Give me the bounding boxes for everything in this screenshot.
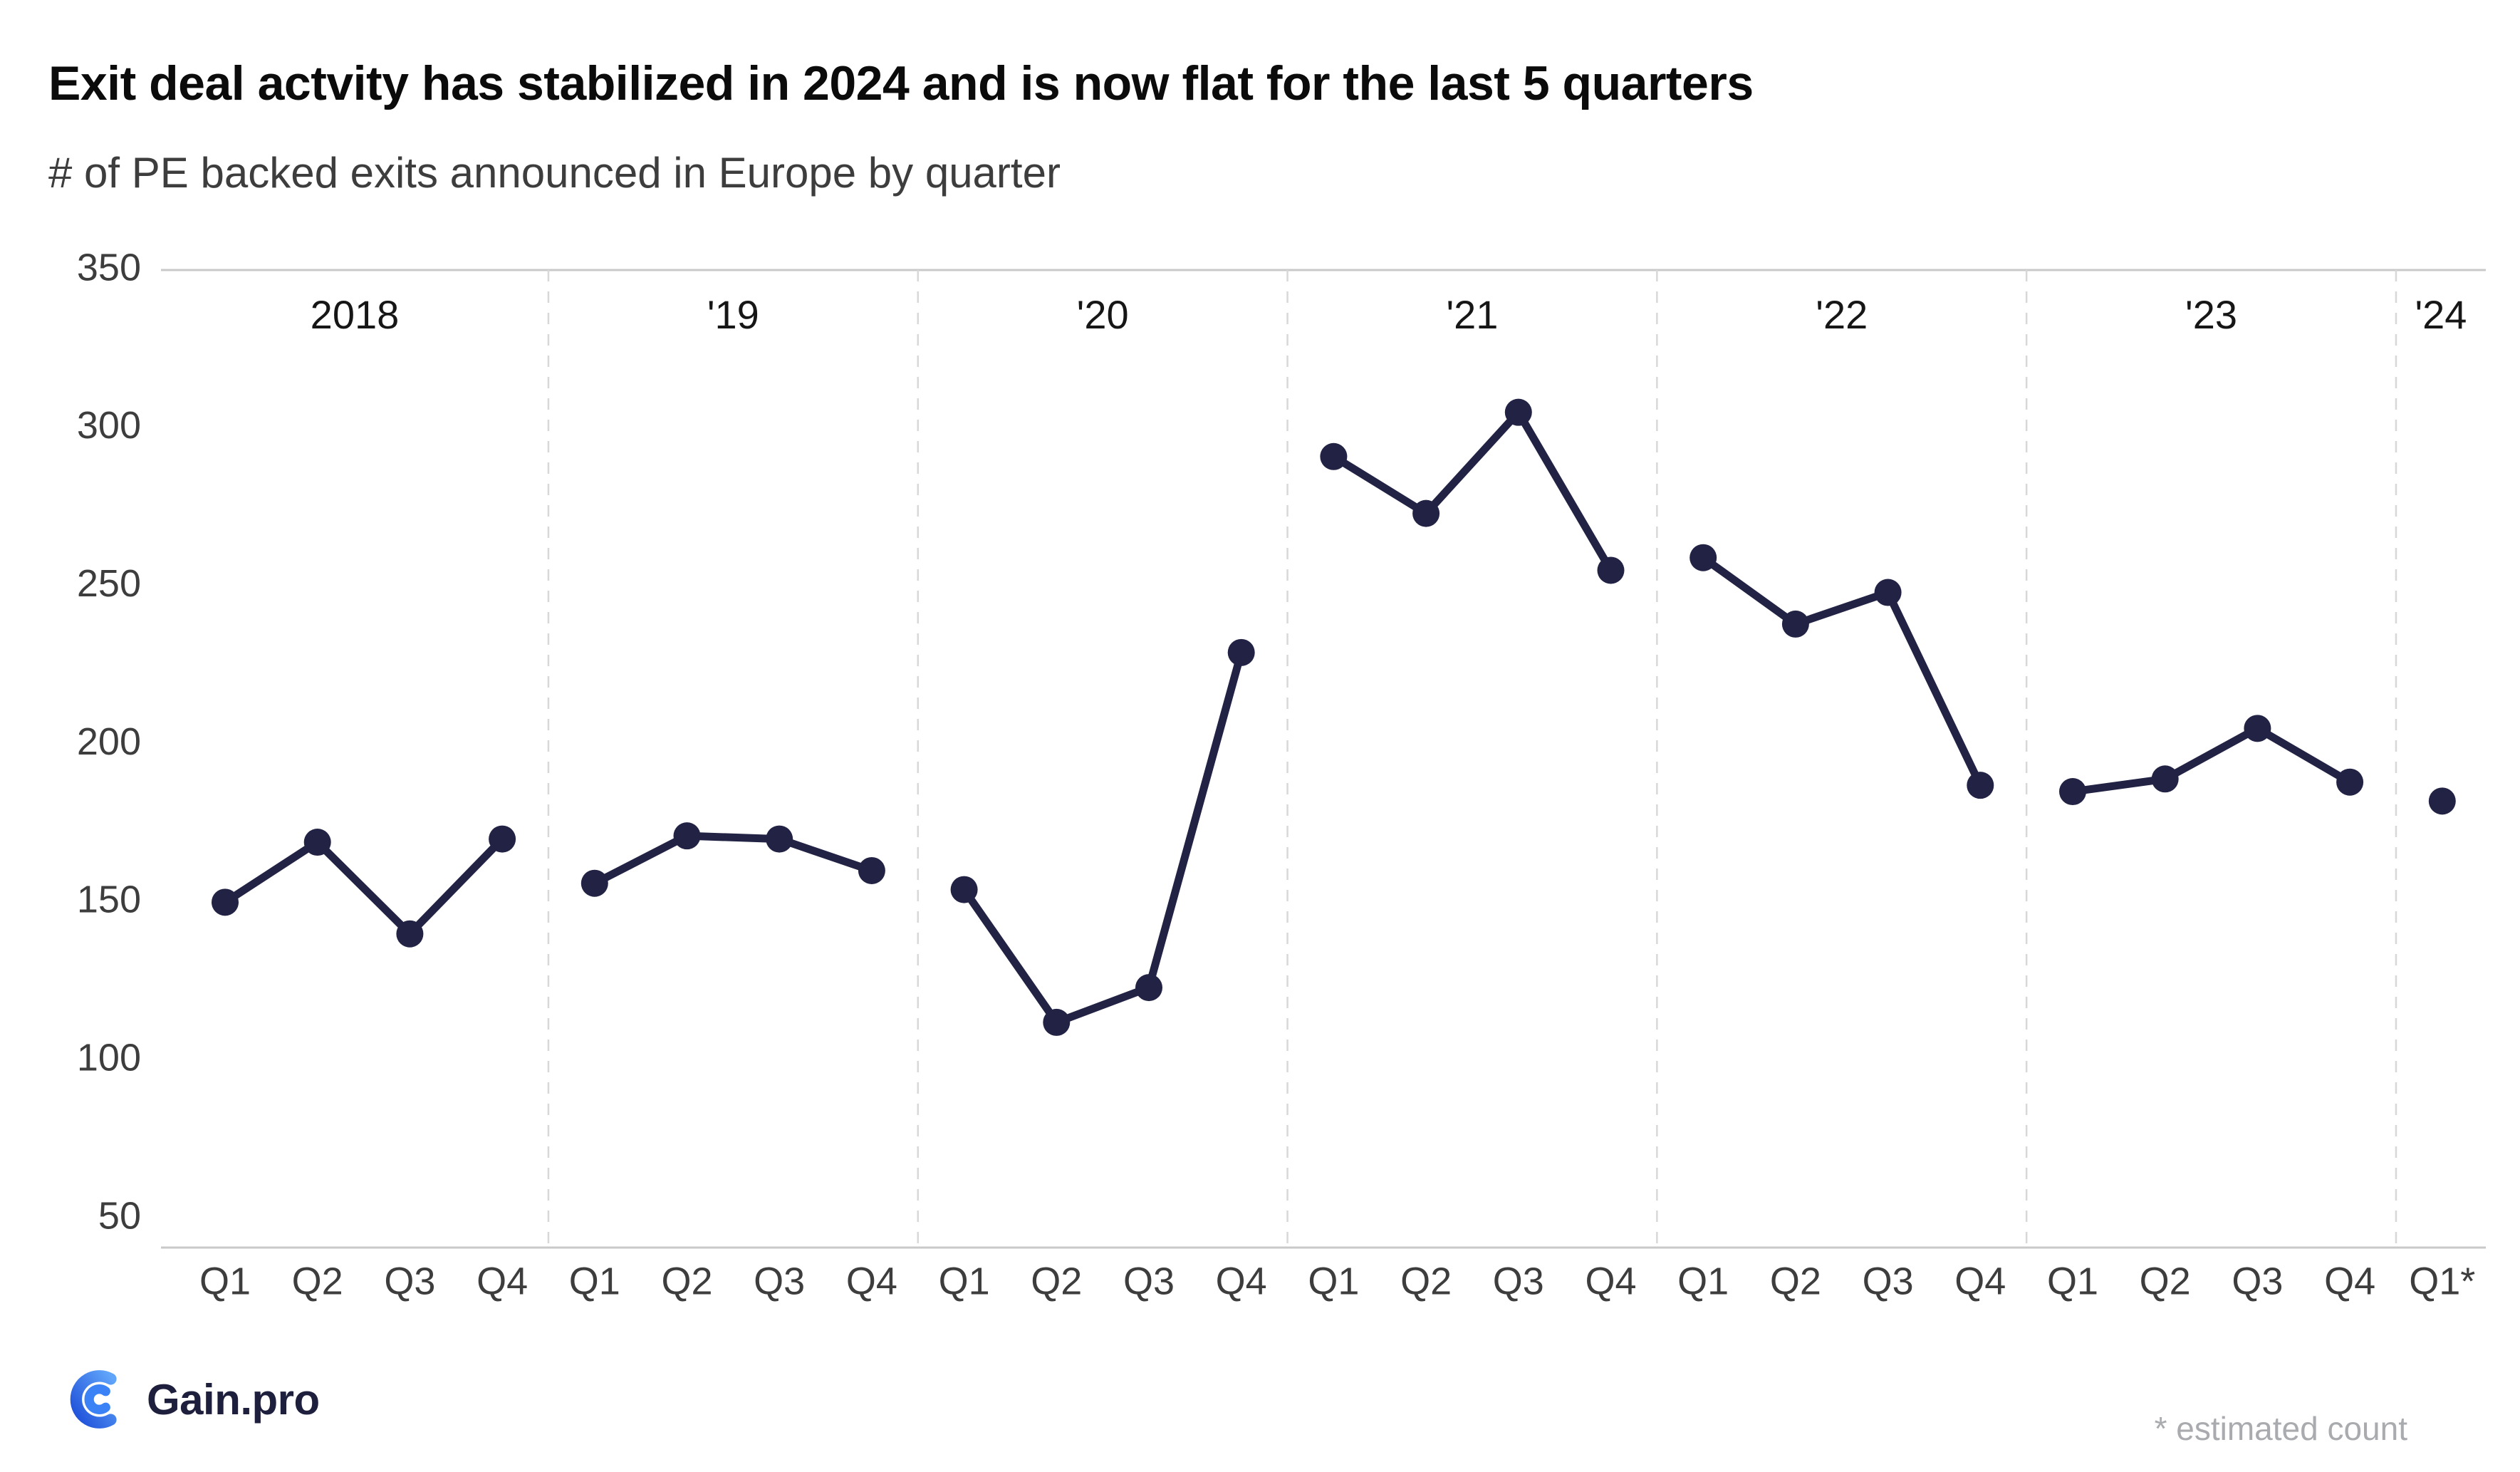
y-tick-label: 100 bbox=[77, 1036, 141, 1079]
data-point bbox=[1781, 610, 1809, 638]
x-tick-label: Q1 bbox=[2047, 1260, 2098, 1302]
x-tick-label: Q4 bbox=[2324, 1260, 2375, 1302]
data-point bbox=[1320, 442, 1348, 470]
data-point bbox=[766, 825, 793, 853]
year-label: 2018 bbox=[311, 292, 400, 337]
data-point bbox=[1689, 544, 1717, 571]
data-point bbox=[396, 920, 424, 948]
x-tick-label: Q2 bbox=[2140, 1260, 2191, 1302]
data-point bbox=[212, 888, 239, 916]
data-point bbox=[2151, 765, 2179, 793]
data-point bbox=[489, 825, 516, 853]
x-tick-label: Q2 bbox=[1031, 1260, 1082, 1302]
year-label: '22 bbox=[1816, 292, 1868, 337]
data-point bbox=[1504, 398, 1532, 426]
series-line-20 bbox=[960, 648, 1246, 1027]
gainpro-logo-text: Gain.pro bbox=[147, 1375, 320, 1424]
chart-title: Exit deal actvity has stabilized in 2024… bbox=[48, 56, 1754, 110]
data-point bbox=[580, 869, 608, 897]
year-label: '24 bbox=[2415, 292, 2467, 337]
x-tick-label: Q3 bbox=[384, 1260, 435, 1302]
data-point bbox=[1135, 974, 1162, 1002]
data-point bbox=[1227, 638, 1255, 666]
x-tick-label: Q1 bbox=[199, 1260, 251, 1302]
data-point bbox=[1874, 579, 1902, 606]
x-tick-label: Q4 bbox=[1585, 1260, 1636, 1302]
x-tick-label: Q2 bbox=[1770, 1260, 1821, 1302]
year-label: '20 bbox=[1077, 292, 1129, 337]
gainpro-logo: Gain.pro bbox=[64, 1367, 320, 1432]
x-tick-label: Q1 bbox=[1677, 1260, 1729, 1302]
data-point bbox=[1043, 1008, 1071, 1036]
series-line-19 bbox=[590, 831, 876, 888]
x-tick-label: Q1 bbox=[939, 1260, 990, 1302]
data-point bbox=[673, 822, 701, 850]
x-tick-label: Q2 bbox=[1400, 1260, 1452, 1302]
x-tick-label: Q1 bbox=[569, 1260, 620, 1302]
x-tick-label: Q1 bbox=[1308, 1260, 1359, 1302]
x-tick-label: Q4 bbox=[477, 1260, 528, 1302]
x-tick-label: Q2 bbox=[661, 1260, 712, 1302]
y-tick-label: 350 bbox=[77, 246, 141, 289]
data-point bbox=[858, 856, 885, 884]
y-tick-label: 200 bbox=[77, 720, 141, 763]
series-line-2018 bbox=[221, 835, 506, 938]
data-point bbox=[950, 876, 978, 903]
series-line-23 bbox=[2068, 724, 2354, 796]
y-tick-label: 300 bbox=[77, 404, 141, 447]
x-tick-label: Q3 bbox=[1863, 1260, 1914, 1302]
data-point bbox=[303, 829, 331, 856]
year-label: '21 bbox=[1446, 292, 1498, 337]
data-point bbox=[2336, 768, 2364, 796]
gainpro-logo-icon bbox=[70, 1370, 117, 1429]
data-point bbox=[2059, 778, 2086, 806]
x-tick-label: Q2 bbox=[292, 1260, 343, 1302]
year-label: '23 bbox=[2185, 292, 2237, 337]
data-point bbox=[2244, 715, 2271, 742]
chart-subtitle: # of PE backed exits announced in Europe… bbox=[48, 149, 1061, 197]
y-tick-label: 250 bbox=[77, 562, 141, 605]
y-tick-label: 50 bbox=[98, 1194, 141, 1237]
x-tick-label: Q3 bbox=[1493, 1260, 1544, 1302]
series-line-22 bbox=[1699, 554, 1984, 789]
year-label: '19 bbox=[707, 292, 759, 337]
data-point bbox=[1967, 772, 1994, 799]
data-point bbox=[2428, 787, 2456, 815]
x-tick-label: Q4 bbox=[1954, 1260, 2006, 1302]
data-point bbox=[1597, 556, 1625, 584]
x-tick-label: Q3 bbox=[2232, 1260, 2283, 1302]
series-line-21 bbox=[1329, 408, 1615, 574]
x-tick-label: Q3 bbox=[754, 1260, 805, 1302]
x-tick-label: Q1* bbox=[2409, 1260, 2475, 1302]
data-point bbox=[1412, 499, 1440, 527]
footnote-estimated-count: * estimated count bbox=[2154, 1410, 2407, 1447]
y-tick-label: 150 bbox=[77, 878, 141, 921]
x-tick-label: Q4 bbox=[1216, 1260, 1267, 1302]
x-tick-label: Q4 bbox=[846, 1260, 897, 1302]
x-tick-label: Q3 bbox=[1123, 1260, 1175, 1302]
